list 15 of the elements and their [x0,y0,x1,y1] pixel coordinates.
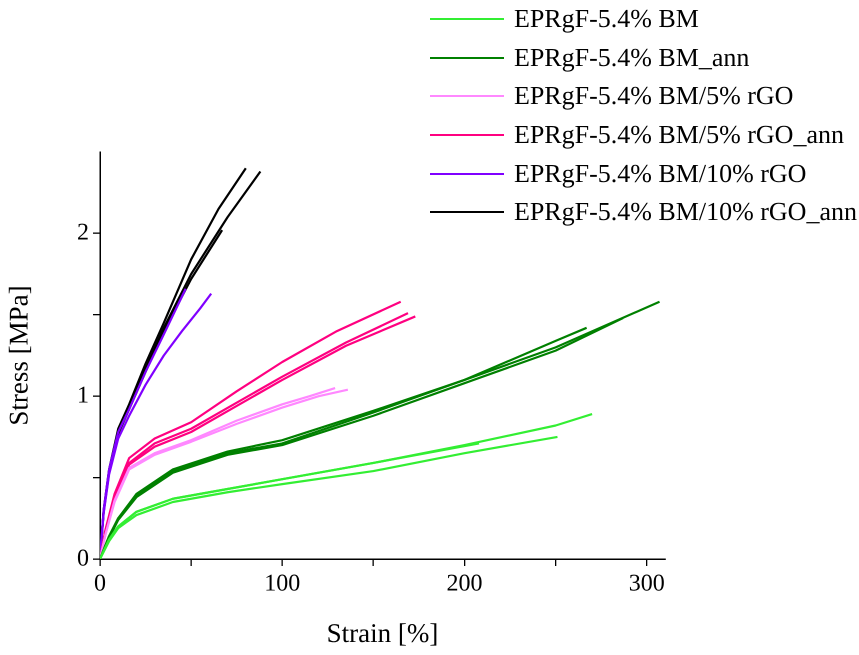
y-axis-title: Stress [MPa] [3,285,34,426]
legend-label: EPRgF-5.4% BM/10% rGO [514,158,806,189]
y-tick-label: 0 [77,545,89,572]
y-tick-label: 2 [77,220,89,246]
y-tick-label: 1 [77,382,89,408]
x-tick-label: 0 [94,570,106,597]
legend-label: EPRgF-5.4% BM_ann [514,42,750,73]
x-tick-label: 200 [446,570,483,597]
legend-label: EPRgF-5.4% BM/5% rGO_ann [514,120,844,150]
legend-label: EPRgF-5.4% BM/10% rGO_ann [514,197,857,228]
legend-label: EPRgF-5.4% BM/5% rGO [514,81,794,112]
x-tick-label: 100 [264,570,300,597]
legend-label: EPRgF-5.4% BM [514,4,699,34]
x-tick-label: 300 [628,570,665,597]
x-axis-title: Strain [%] [326,618,438,648]
